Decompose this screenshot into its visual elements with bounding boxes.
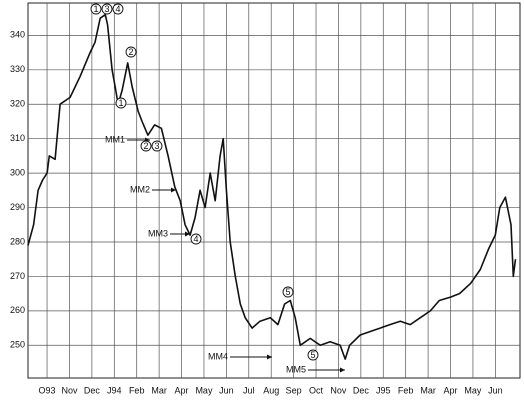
arrow-head (171, 187, 176, 193)
plot-frame (27, 2, 521, 379)
mm-label: MM3 (148, 228, 168, 238)
x-tick-label: Feb (129, 385, 145, 395)
y-tick-label: 340 (10, 30, 25, 40)
x-tick-label: J95 (376, 385, 391, 395)
wave-label: 4 (193, 234, 198, 244)
wave-label: 5 (310, 350, 315, 360)
y-tick-label: 290 (10, 202, 25, 212)
y-tick-label: 260 (10, 305, 25, 315)
x-tick-label: Mar (151, 385, 167, 395)
wave-label: 5 (285, 287, 290, 297)
x-tick-label: May (464, 385, 482, 395)
x-tick-label: Feb (398, 385, 414, 395)
y-tick-label: 280 (10, 236, 25, 246)
x-tick-label: Oct (309, 385, 324, 395)
price-line (27, 13, 517, 360)
mm-label: MM4 (208, 351, 228, 361)
wave-label: 3 (154, 141, 159, 151)
x-tick-label: Nov (330, 385, 347, 395)
wave-label: 3 (104, 4, 109, 14)
arrow-head (267, 354, 272, 360)
x-tick-label: May (195, 385, 213, 395)
x-tick-label: Jul (243, 385, 255, 395)
wave-marker (307, 349, 319, 361)
y-tick-label: 330 (10, 64, 25, 74)
x-tick-label: Jun (488, 385, 503, 395)
wave-marker (282, 286, 294, 298)
wave-label: 1 (93, 4, 98, 14)
mm-label: MM5 (286, 364, 306, 374)
wave-marker (125, 46, 137, 58)
x-tick-label: Mar (420, 385, 436, 395)
y-tick-label: 310 (10, 133, 25, 143)
wave-marker (115, 97, 127, 109)
x-tick-label: Dec (84, 385, 101, 395)
x-tick-label: Dec (353, 385, 370, 395)
x-tick-label: O93 (39, 385, 56, 395)
wave-label: 2 (128, 47, 133, 57)
wave-marker (190, 233, 202, 245)
x-tick-label: Aug (263, 385, 279, 395)
wave-label: 2 (143, 141, 148, 151)
wave-label: 1 (118, 98, 123, 108)
mm-label: MM1 (105, 134, 125, 144)
wave-label: 4 (115, 4, 120, 14)
x-tick-label: Apr (444, 385, 458, 395)
wave-marker (151, 140, 163, 152)
wave-marker (140, 140, 152, 152)
wave-marker (90, 3, 102, 15)
y-tick-label: 270 (10, 271, 25, 281)
x-tick-label: Jun (219, 385, 234, 395)
arrow-head (185, 231, 190, 237)
mm-label: MM2 (130, 184, 150, 194)
x-tick-label: Nov (61, 385, 78, 395)
x-tick-label: Apr (175, 385, 189, 395)
y-tick-label: 300 (10, 167, 25, 177)
y-tick-label: 320 (10, 99, 25, 109)
x-tick-label: Sep (286, 385, 302, 395)
wave-marker (112, 3, 124, 15)
x-tick-label: J94 (107, 385, 122, 395)
wave-marker (101, 3, 113, 15)
y-tick-label: 250 (10, 340, 25, 350)
arrow-head (340, 367, 345, 373)
